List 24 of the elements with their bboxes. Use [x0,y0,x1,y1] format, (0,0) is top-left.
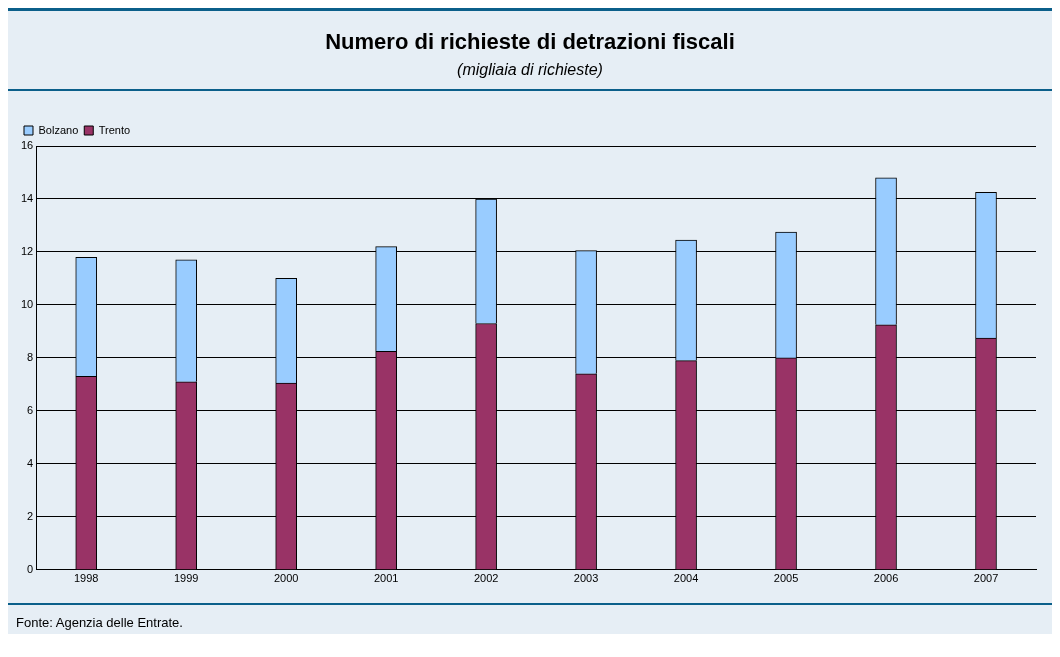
y-tick-label: 14 [20,192,34,205]
source-note: Fonte: Agenzia delle Entrate. [15,614,184,632]
x-tick-label: 2004 [673,572,699,585]
y-tick-label: 2 [27,509,34,522]
x-tick-label: 1998 [73,572,99,585]
x-tick-label: 2001 [373,572,399,585]
y-tick-label: 8 [27,350,34,363]
y-tick-label: 16 [20,139,34,152]
x-tick-label: 1999 [173,572,199,585]
x-tick-label: 2005 [773,572,799,585]
x-tick-label: 2006 [873,572,899,585]
y-tick-label: 10 [20,297,34,310]
y-tick-label: 4 [27,456,34,469]
x-tick-label: 2007 [973,572,999,585]
legend-label: Bolzano [38,123,79,136]
chart-title: Numero di richieste di detrazioni fiscali [324,29,736,55]
chart-subtitle: (migliaia di richieste) [456,61,604,79]
y-tick-label: 0 [27,562,34,575]
x-tick-label: 2002 [473,572,499,585]
legend-label: Trento [98,123,131,136]
y-tick-label: 6 [27,403,34,416]
x-tick-label: 2003 [573,572,599,585]
x-tick-label: 2000 [273,572,299,585]
y-tick-label: 12 [20,244,34,257]
